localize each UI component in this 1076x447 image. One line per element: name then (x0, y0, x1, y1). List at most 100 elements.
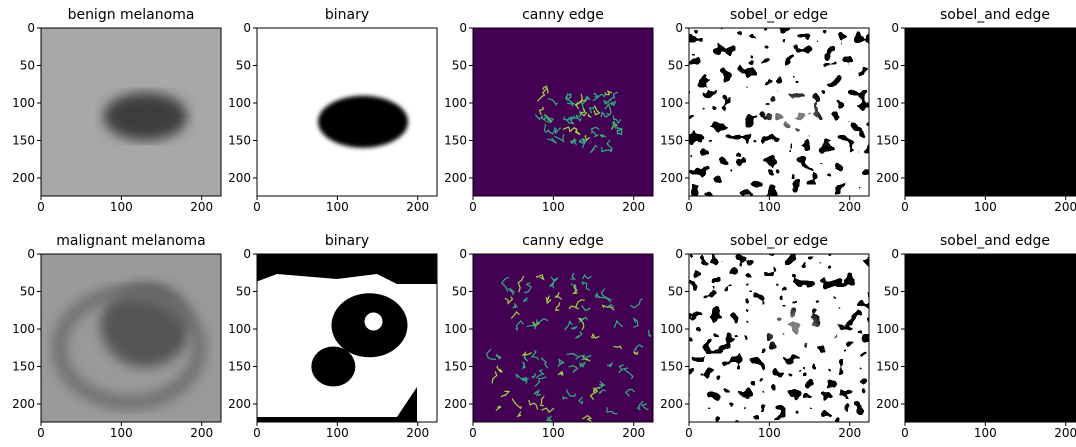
image (237, 254, 437, 427)
y-tick-label: 0 (27, 247, 35, 261)
y-tick-label: 50 (884, 59, 899, 73)
y-tick-label: 0 (27, 21, 35, 35)
x-tick-label: 0 (469, 426, 477, 440)
x-tick-label: 100 (758, 200, 781, 214)
image (41, 254, 221, 422)
figure: benign melanoma 0 100 200 0 50 100 150 200 binary… (0, 0, 1076, 447)
x-tick-label: 100 (326, 200, 349, 214)
y-tick-label: 100 (876, 322, 899, 336)
y-tick-label: 150 (444, 134, 467, 148)
x-tick-label: 200 (190, 426, 213, 440)
y-tick-label: 50 (236, 59, 251, 73)
y-tick-label: 100 (444, 96, 467, 110)
y-tick-label: 150 (12, 134, 35, 148)
lesion (768, 96, 818, 132)
panel-title: binary (325, 233, 369, 249)
y-tick-label: 0 (243, 247, 251, 261)
x-tick-label: 200 (190, 200, 213, 214)
y-tick-label: 200 (444, 397, 467, 411)
blob (311, 347, 355, 387)
x-tick-label: 0 (253, 200, 261, 214)
panel-title: canny edge (522, 233, 604, 249)
x-tick-label: 200 (406, 426, 429, 440)
y-tick-label: 50 (668, 285, 683, 299)
panel: benign melanoma 0 100 200 0 50 100 150 200 (12, 7, 221, 214)
x-tick-label: 0 (685, 200, 693, 214)
panel: sobel_or edge0100200050100150200 (660, 233, 869, 440)
y-tick-label: 100 (228, 96, 251, 110)
x-tick-label: 200 (1054, 200, 1076, 214)
y-tick-label: 100 (660, 322, 683, 336)
lesion (103, 93, 187, 141)
y-tick-label: 0 (891, 247, 899, 261)
panel-title: sobel_and edge (940, 7, 1050, 23)
y-tick-label: 0 (675, 21, 683, 35)
lesion (984, 96, 1034, 132)
y-tick-label: 0 (243, 21, 251, 35)
x-tick-label: 0 (253, 426, 261, 440)
y-tick-label: 200 (444, 171, 467, 185)
image (41, 28, 221, 196)
y-tick-label: 0 (459, 21, 467, 35)
x-tick-label: 0 (37, 426, 45, 440)
y-tick-label: 0 (891, 21, 899, 35)
lesion (768, 311, 818, 347)
y-tick-label: 50 (668, 59, 683, 73)
panel-title: sobel_or edge (730, 7, 828, 23)
x-tick-label: 100 (110, 426, 133, 440)
image (689, 28, 869, 196)
x-tick-label: 100 (542, 200, 565, 214)
x-tick-label: 200 (1054, 426, 1076, 440)
image (905, 28, 1076, 196)
y-tick-label: 0 (675, 247, 683, 261)
panel: binary0100200050100150200 (228, 233, 437, 440)
panel-title: benign melanoma (68, 7, 195, 23)
y-tick-label: 200 (12, 171, 35, 185)
image (905, 254, 1076, 422)
blob (318, 96, 408, 148)
y-tick-label: 200 (876, 171, 899, 185)
y-tick-label: 50 (452, 285, 467, 299)
lesion (984, 311, 1034, 347)
y-tick-label: 200 (660, 397, 683, 411)
y-tick-label: 150 (12, 360, 35, 374)
y-tick-label: 0 (459, 247, 467, 261)
y-tick-label: 150 (660, 360, 683, 374)
x-tick-label: 100 (974, 200, 997, 214)
panel: sobel_and edge0100200050100150200 (876, 233, 1076, 440)
y-tick-label: 50 (20, 59, 35, 73)
panel-title: malignant melanoma (56, 233, 206, 249)
y-tick-label: 150 (444, 360, 467, 374)
x-tick-label: 0 (37, 200, 45, 214)
y-tick-label: 50 (236, 285, 251, 299)
y-tick-label: 50 (884, 285, 899, 299)
x-tick-label: 200 (622, 200, 645, 214)
image (473, 28, 653, 196)
panel: malignant melanoma0100200050100150200 (12, 233, 221, 440)
y-tick-label: 50 (452, 59, 467, 73)
y-tick-label: 150 (228, 360, 251, 374)
x-tick-label: 100 (110, 200, 133, 214)
y-tick-label: 150 (228, 134, 251, 148)
x-tick-label: 200 (622, 426, 645, 440)
y-tick-label: 100 (12, 96, 35, 110)
y-tick-label: 150 (876, 134, 899, 148)
y-tick-label: 200 (228, 171, 251, 185)
y-tick-label: 100 (12, 322, 35, 336)
image (689, 254, 869, 422)
x-tick-label: 100 (758, 426, 781, 440)
y-tick-label: 100 (876, 96, 899, 110)
x-tick-label: 100 (326, 426, 349, 440)
x-tick-label: 0 (685, 426, 693, 440)
image (257, 28, 437, 196)
y-tick-label: 100 (228, 322, 251, 336)
panel: sobel_or edge0100200050100150200 (660, 7, 869, 214)
x-tick-label: 100 (542, 426, 565, 440)
x-tick-label: 200 (406, 200, 429, 214)
panel-title: sobel_or edge (730, 233, 828, 249)
image (473, 254, 653, 422)
x-tick-label: 0 (469, 200, 477, 214)
panel: binary0100200050100150200 (228, 7, 437, 214)
